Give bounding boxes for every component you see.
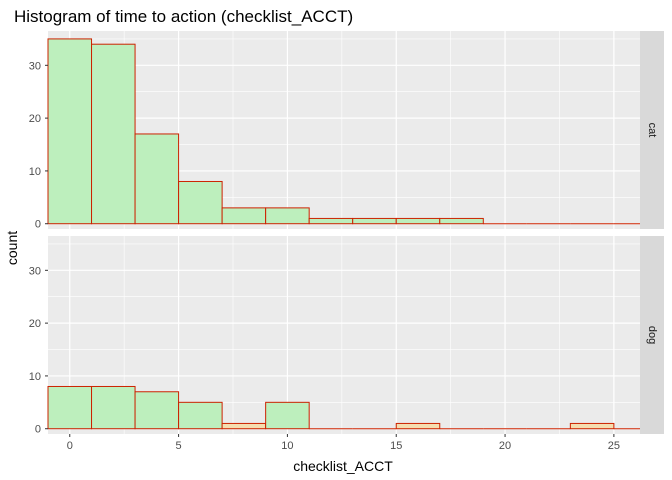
histogram-bar (308, 217, 354, 225)
histogram-bar (47, 385, 93, 430)
y-tick-label: 10 (29, 371, 41, 383)
x-axis-title: checklist_ACCT (293, 458, 393, 474)
histogram-bar (178, 180, 223, 225)
facet-strip-label: cat (646, 123, 658, 138)
facet-panel-dog: 0 10 20 30 dog (29, 236, 664, 436)
histogram-bar (265, 207, 310, 225)
histogram-bar (221, 207, 267, 225)
x-tick-label: 10 (281, 440, 293, 452)
chart-title: Histogram of time to action (checklist_A… (14, 7, 353, 26)
x-tick-label: 15 (390, 440, 402, 452)
histogram-bar (91, 43, 136, 225)
x-tick-label: 5 (176, 440, 182, 452)
y-axis-title: count (4, 231, 20, 265)
histogram-bar (352, 217, 397, 225)
y-tick-label: 10 (29, 166, 41, 178)
histogram-bar (265, 401, 310, 430)
x-axis: 0 5 10 15 20 25 (67, 434, 620, 452)
facet-strip-label: dog (646, 326, 658, 344)
histogram-bar (221, 422, 267, 430)
histogram-bar (134, 391, 180, 430)
y-tick-label: 30 (29, 60, 41, 72)
facet-strip (640, 236, 664, 434)
histogram-bar (134, 133, 180, 225)
x-tick-label: 25 (608, 440, 620, 452)
y-tick-label: 20 (29, 113, 41, 125)
histogram-bar (395, 217, 441, 225)
y-tick-label: 30 (29, 265, 41, 277)
histogram-bar (439, 217, 484, 225)
histogram-bar (395, 422, 441, 430)
y-tick-label: 0 (35, 424, 41, 436)
facet-strip (640, 31, 664, 229)
histogram-bar (569, 422, 615, 430)
y-tick-label: 0 (35, 219, 41, 231)
facet-panels: 0 10 20 30 cat 0 10 20 30 dog (29, 31, 664, 436)
facet-panel-cat: 0 10 20 30 cat (29, 31, 664, 231)
histogram-bar (47, 38, 93, 225)
x-tick-label: 0 (67, 440, 73, 452)
x-tick-label: 20 (499, 440, 511, 452)
histogram-bar (178, 401, 223, 430)
y-tick-label: 20 (29, 318, 41, 330)
histogram-bar (91, 385, 136, 430)
